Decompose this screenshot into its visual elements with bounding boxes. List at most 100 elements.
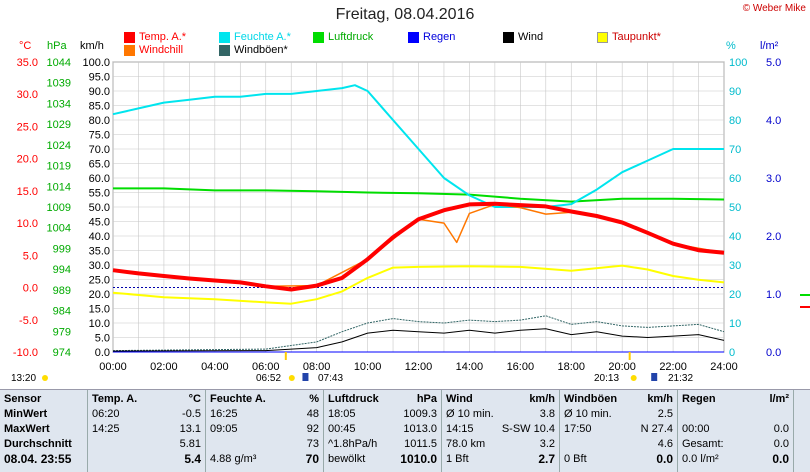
wind-tick-label: 90.0 — [89, 86, 110, 98]
series-temp-a — [112, 201, 725, 292]
temp-tick-label: -5.0 — [19, 315, 38, 327]
temp-tick-label: 15.0 — [17, 186, 38, 198]
temp-tick-label: 10.0 — [17, 218, 38, 230]
hum-tick-label: 90 — [729, 86, 741, 98]
time-tick-label: 06:00 — [252, 361, 280, 373]
hum-tick-label: 100 — [729, 57, 747, 69]
press-tick-label: 1009 — [47, 202, 71, 214]
wind-tick-label: 30.0 — [89, 260, 110, 272]
legend-pressure: Luftdruck — [313, 31, 373, 43]
temp-tick-label: 0.0 — [23, 283, 38, 295]
press-tick-label: 999 — [53, 243, 71, 255]
chart-title: Freitag, 08.04.2016 — [335, 6, 475, 23]
press-tick-label: 1039 — [47, 78, 71, 90]
press-tick-label: 979 — [53, 326, 71, 338]
wind-tick-label: 70.0 — [89, 144, 110, 156]
legend-wind: Wind — [503, 31, 543, 43]
legend-temp: Temp. A.* — [124, 31, 186, 43]
sunset-icon — [630, 375, 637, 381]
hum-tick-label: 60 — [729, 173, 741, 185]
time-tick-label: 08:00 — [303, 361, 331, 373]
wind-tick-label: 50.0 — [89, 202, 110, 214]
wind-tick-label: 45.0 — [89, 217, 110, 229]
hum-tick-label: 80 — [729, 115, 741, 127]
copyright-text: © Weber Mike — [742, 3, 806, 14]
series-taupunkt — [112, 264, 725, 305]
grid — [112, 61, 725, 353]
hum-tick-label: 50 — [729, 202, 741, 214]
time-tick-label: 24:00 — [710, 361, 738, 373]
legend-humidity: Feuchte A.* — [219, 31, 291, 43]
stats-col-rain: Regen l/m² 00:00 0.0 Gesamt: 0.0 0.0 l/m² 0.… — [678, 390, 794, 472]
time-tick-label: 18:00 — [557, 361, 585, 373]
time-tick-label: 02:00 — [150, 361, 178, 373]
series-windb-en — [112, 315, 725, 352]
hum-tick-label: 10 — [729, 318, 741, 330]
temp-tick-label: 5.0 — [23, 250, 38, 262]
stats-col-temp: Temp. A. °C 06:20 -0.5 14:25 13.1 5.81 5.4 — [88, 390, 206, 472]
temp-tick-label: 30.0 — [17, 89, 38, 101]
temp-tick-label: -10.0 — [13, 347, 38, 359]
hum-tick-label: 20 — [729, 289, 741, 301]
rain-tick-label: 5.0 — [766, 57, 781, 69]
rain-tick-label: 3.0 — [766, 173, 781, 185]
wind-tick-label: 20.0 — [89, 289, 110, 301]
time-tick-label: 00:00 — [99, 361, 127, 373]
wind-tick-label: 25.0 — [89, 275, 110, 287]
wind-tick-label: 80.0 — [89, 115, 110, 127]
press-tick-label: 1034 — [47, 98, 71, 110]
hum-tick-label: 0 — [729, 347, 735, 359]
wind-tick-label: 75.0 — [89, 130, 110, 142]
wind-tick-label: 10.0 — [89, 318, 110, 330]
press-tick-label: 1024 — [47, 140, 71, 152]
stats-col-wind: Wind km/h Ø 10 min. 3.8 14:15 S-SW 10.4 78.… — [442, 390, 560, 472]
wind-tick-label: 0.0 — [95, 347, 110, 359]
time-tick-label: 16:00 — [507, 361, 535, 373]
legend-gusts: Windböen* — [219, 44, 288, 56]
time-tick-label: 14:00 — [456, 361, 484, 373]
unit-temp: °C — [19, 40, 32, 52]
stats-col-pressure: Luftdruck hPa 18:05 1009.3 00:45 1013.0 ^1.… — [324, 390, 442, 472]
legend-rain: Regen — [408, 31, 455, 43]
stats-col-gusts: Windböen km/h Ø 10 min. 2.5 17:50 N 27.4 4.… — [560, 390, 678, 472]
sunrise-time: 06:52 — [256, 373, 282, 384]
press-tick-label: 1014 — [47, 181, 71, 193]
unit-rain: l/m² — [760, 40, 779, 52]
time-tick-label: 22:00 — [659, 361, 687, 373]
stats-col-humidity: Feuchte A.% 16:25 48 09:05 92 73 4.88 g/m³… — [206, 390, 324, 472]
sunset-time: 20:13 — [594, 373, 620, 384]
wind-tick-label: 100.0 — [82, 57, 110, 69]
hum-tick-label: 30 — [729, 260, 741, 272]
sunrise2-icon — [302, 373, 309, 381]
wind-tick-label: 60.0 — [89, 173, 110, 185]
sunset2-icon — [651, 373, 658, 381]
wind-tick-label: 95.0 — [89, 72, 110, 84]
rain-tick-label: 4.0 — [766, 115, 781, 127]
wind-tick-label: 35.0 — [89, 246, 110, 258]
press-tick-label: 1019 — [47, 161, 71, 173]
sunrise-icon — [288, 375, 295, 381]
wind-tick-label: 40.0 — [89, 231, 110, 243]
legend-windchill: Windchill — [124, 44, 183, 56]
sunset2-time: 21:32 — [668, 373, 694, 384]
press-tick-label: 1029 — [47, 119, 71, 131]
sun-left-time: 13:20 — [11, 373, 37, 384]
wind-tick-label: 65.0 — [89, 159, 110, 171]
temp-tick-label: 25.0 — [17, 121, 38, 133]
press-tick-label: 989 — [53, 285, 71, 297]
wind-tick-label: 55.0 — [89, 188, 110, 200]
press-tick-label: 1004 — [47, 223, 71, 235]
wind-tick-label: 15.0 — [89, 304, 110, 316]
series-wind — [112, 328, 725, 352]
unit-humidity: % — [726, 40, 736, 52]
rain-tick-label: 2.0 — [766, 231, 781, 243]
hum-tick-label: 40 — [729, 231, 741, 243]
rain-tick-label: 0.0 — [766, 347, 781, 359]
series-luftdruck — [113, 187, 725, 203]
press-tick-label: 994 — [53, 264, 71, 276]
time-tick-label: 20:00 — [608, 361, 636, 373]
sunrise2-time: 07:43 — [318, 373, 344, 384]
time-tick-label: 10:00 — [354, 361, 382, 373]
wind-tick-label: 5.0 — [95, 333, 110, 345]
weather-chart: 35.0 30.0 25.0 20.0 15.0 10.0 5.0 0.0 -5.0 -10.0 1… — [13, 57, 810, 381]
